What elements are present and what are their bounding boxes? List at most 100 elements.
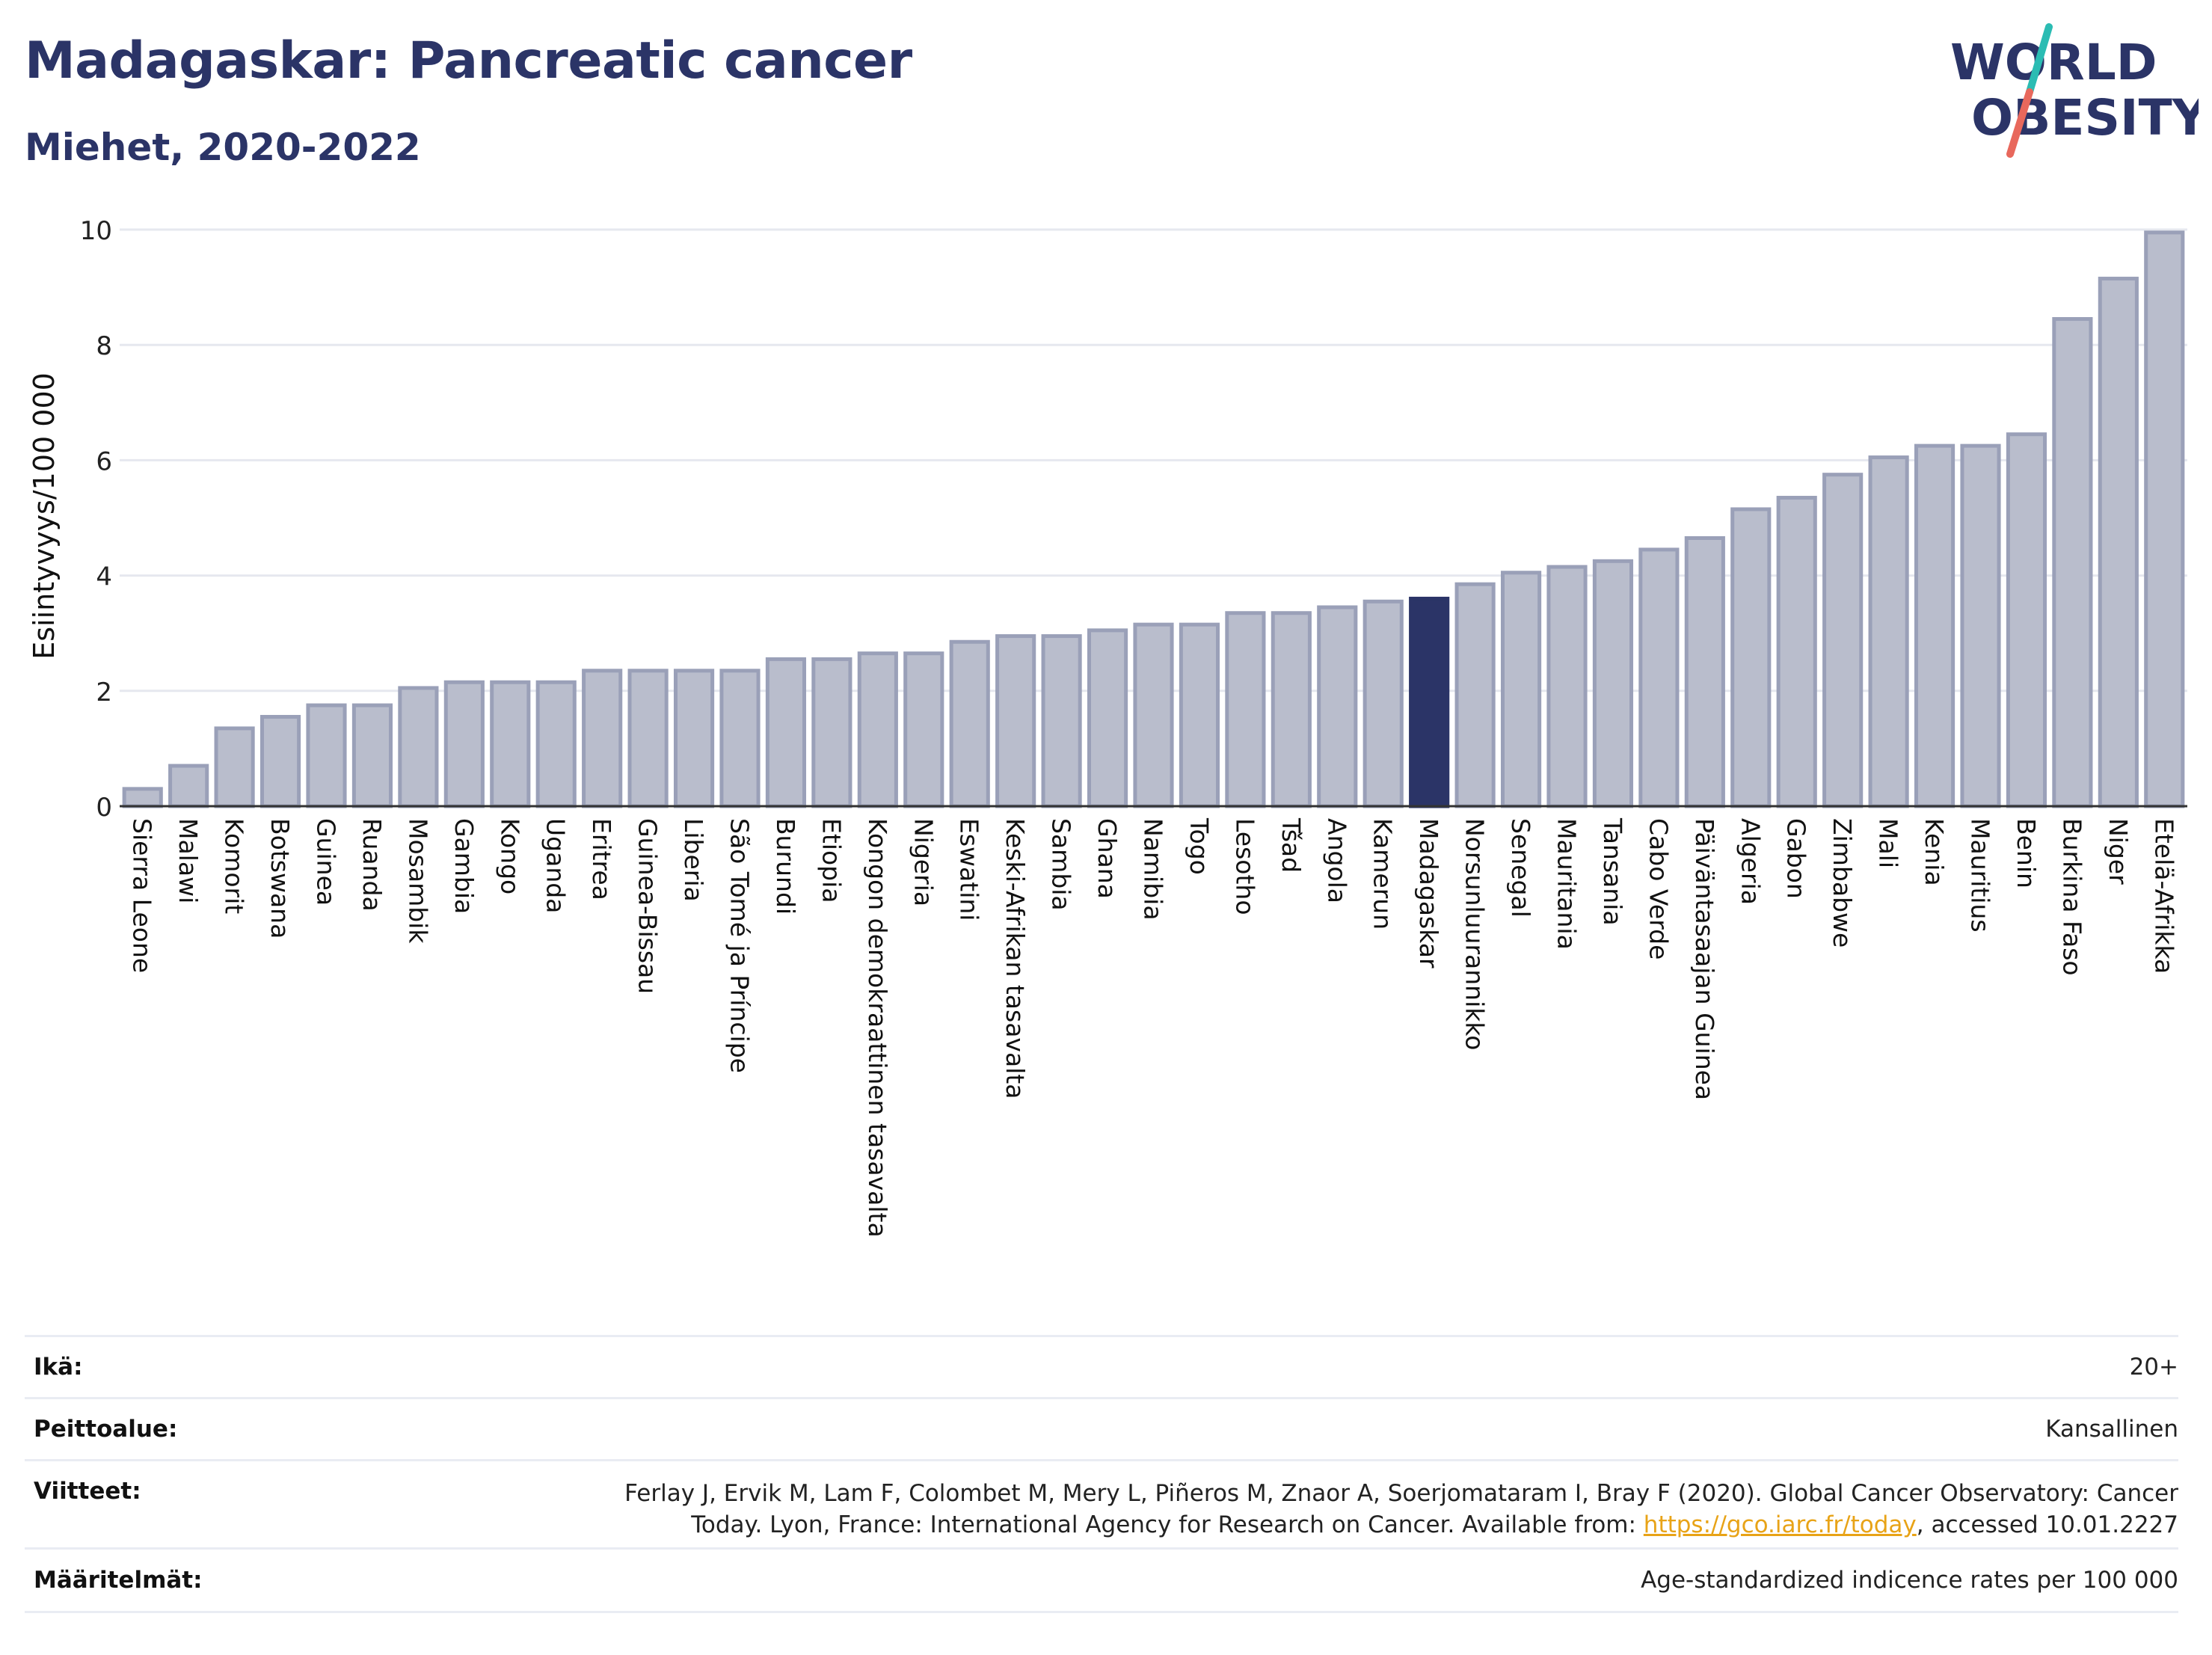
bar-mosambik xyxy=(398,686,439,808)
x-tick-label: Algeria xyxy=(1736,818,1765,905)
bar-tansania xyxy=(1592,559,1634,808)
x-tick-label: São Tomé ja Príncipe xyxy=(725,818,755,1073)
bar-kongo xyxy=(490,680,531,808)
y-tick-label: 8 xyxy=(96,331,112,361)
bar-gambia xyxy=(443,680,485,808)
bar-keski-afrikan-tasavalta xyxy=(995,634,1036,808)
x-tick-label: Tšad xyxy=(1276,817,1306,873)
bar-guinea xyxy=(306,703,347,808)
references-text-3: , accessed 10.01.2227 xyxy=(1916,1511,2178,1538)
x-tick-label: Päiväntasaajan Guinea xyxy=(1690,818,1719,1100)
x-tick-label: Etiopia xyxy=(817,818,846,903)
bar-eswatini xyxy=(949,639,990,808)
x-tick-label: Mauritania xyxy=(1552,818,1582,950)
x-tick-label: Gambia xyxy=(449,818,479,914)
row-age: Ikä: 20+ xyxy=(25,1335,2178,1397)
row-coverage: Peittoalue: Kansallinen xyxy=(25,1397,2178,1459)
x-tick-label: Mali xyxy=(1874,818,1903,868)
x-tick-label: Nigeria xyxy=(909,818,938,906)
x-tick-label: Eswatini xyxy=(955,818,984,921)
y-tick-labels: 0 2 4 6 8 10 xyxy=(80,216,112,823)
logo-line-obesity: OBESITY xyxy=(1971,89,2199,147)
y-tick-label: 0 xyxy=(96,793,112,823)
chart-title: Madagaskar: Pancreatic cancer xyxy=(25,31,912,90)
bar-etiopia xyxy=(811,657,852,808)
bar-angola xyxy=(1317,605,1358,808)
x-tick-label: Lesotho xyxy=(1230,818,1259,915)
x-tick-label: Ghana xyxy=(1093,818,1122,899)
x-tick-label: Kongo xyxy=(495,818,524,894)
bar-nigeria xyxy=(903,651,944,808)
bar-cabo-verde xyxy=(1638,547,1680,808)
bar-benin xyxy=(2006,432,2047,808)
x-tick-label: Mosambik xyxy=(403,818,432,944)
bar-etelä-afrikka xyxy=(2144,230,2185,808)
bar-komorit xyxy=(214,726,255,808)
x-tick-label: Gabon xyxy=(1782,818,1811,899)
logo-slash-bottom xyxy=(2006,88,2033,158)
x-tick-label: Guinea-Bissau xyxy=(633,818,663,994)
x-tick-label: Sierra Leone xyxy=(128,818,157,973)
bar-mali xyxy=(1868,455,1909,808)
x-tick-labels: Sierra Leone Malawi Komorit Botswana Guinea R… xyxy=(128,817,2179,1238)
x-tick-label: Burkina Faso xyxy=(2057,818,2086,976)
bar-botswana xyxy=(259,714,301,808)
x-tick-label: Niger xyxy=(2104,818,2133,885)
x-tick-label: Guinea xyxy=(312,818,341,906)
definitions-value: Age-standardized indicence rates per 100… xyxy=(1641,1567,2178,1594)
definitions-label: Määritelmät: xyxy=(34,1567,203,1594)
bar-kamerun xyxy=(1362,599,1404,808)
bar-burkina-faso xyxy=(2052,317,2093,808)
x-tick-label: Sambia xyxy=(1047,818,1076,911)
references-text-1: Ferlay J, Ervik M, Lam F, Colombet M, Me… xyxy=(624,1480,2178,1507)
x-tick-label: Namibia xyxy=(1139,818,1168,921)
age-label: Ikä: xyxy=(34,1354,83,1381)
x-tick-label: Senegal xyxy=(1506,818,1535,918)
logo-slash-top xyxy=(2026,23,2053,96)
x-tick-label: Eritrea xyxy=(587,818,616,900)
x-tick-label: Madagaskar xyxy=(1414,818,1443,968)
bar-chart: Sierra Leone Malawi Komorit Botswana Guinea R… xyxy=(28,216,2187,1238)
references-text-2: Today. Lyon, France: International Agenc… xyxy=(691,1511,1644,1538)
bar-malawi xyxy=(168,764,209,808)
bar-são-tomé-ja-príncipe xyxy=(719,669,761,808)
bar-mauritius xyxy=(1960,443,2001,808)
world-obesity-logo: WORLD OBESITY xyxy=(1950,23,2199,158)
bar-namibia xyxy=(1133,622,1174,808)
bar-zimbabwe xyxy=(1822,473,1864,808)
bar-kenia xyxy=(1914,443,1956,808)
bar-mauritania xyxy=(1546,565,1588,808)
logo-line-world: WORLD xyxy=(1950,34,2157,91)
x-tick-label: Uganda xyxy=(541,818,571,913)
y-tick-label: 2 xyxy=(96,678,112,707)
x-tick-label: Cabo Verde xyxy=(1644,818,1673,959)
bar-gabon xyxy=(1776,496,1817,808)
bar-ghana xyxy=(1087,628,1128,808)
bar-guinea-bissau xyxy=(627,669,669,808)
y-tick-label: 6 xyxy=(96,446,112,476)
x-tick-label: Liberia xyxy=(679,818,708,902)
x-tick-label: Botswana xyxy=(265,818,295,939)
x-tick-label: Etelä-Afrikka xyxy=(2149,818,2178,974)
references-link[interactable]: https://gco.iarc.fr/today xyxy=(1643,1511,1917,1538)
y-tick-label: 4 xyxy=(96,562,112,592)
references-value: Ferlay J, Ervik M, Lam F, Colombet M, Me… xyxy=(624,1478,2178,1541)
bar-t-ad xyxy=(1271,611,1312,808)
x-tick-label: Mauritius xyxy=(1966,818,1995,933)
y-tick-label: 10 xyxy=(80,216,112,246)
coverage-value: Kansallinen xyxy=(2045,1416,2178,1443)
x-tick-label: Ruanda xyxy=(357,818,387,912)
metadata-table: Ikä: 20+ Peittoalue: Kansallinen Viittee… xyxy=(25,1335,2178,1613)
bar-norsunluurannikko xyxy=(1454,582,1496,808)
row-references: Viitteet: Ferlay J, Ervik M, Lam F, Colo… xyxy=(25,1459,2178,1547)
bar-kongon-demokraattinen-tasavalta xyxy=(857,651,898,808)
age-value: 20+ xyxy=(2129,1354,2178,1381)
x-tick-label: Malawi xyxy=(173,818,203,903)
bar-algeria xyxy=(1730,507,1772,808)
bar-eritrea xyxy=(582,669,623,808)
x-tick-label: Zimbabwe xyxy=(1828,818,1857,948)
x-tick-label: Tansania xyxy=(1598,817,1627,926)
row-definitions: Määritelmät: Age-standardized indicence … xyxy=(25,1547,2178,1613)
bar-liberia xyxy=(673,669,715,808)
x-tick-label: Keski-Afrikan tasavalta xyxy=(1001,818,1030,1099)
